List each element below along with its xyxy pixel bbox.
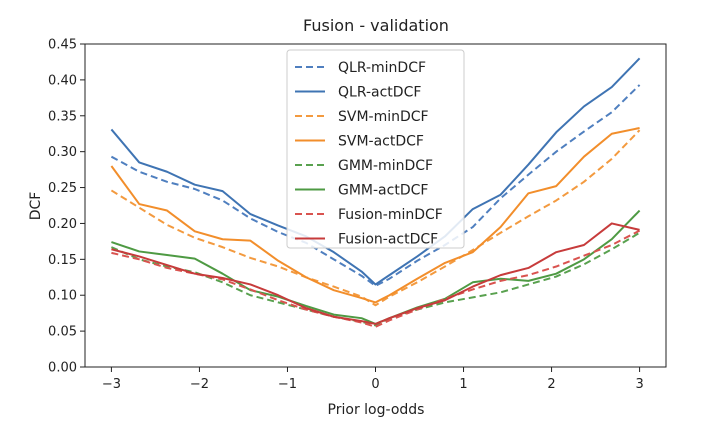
x-tick-label: −3 <box>102 377 121 392</box>
y-axis: 0.00 0.05 0.10 0.15 0.20 0.25 0.30 0.35 0.40 0.45 <box>48 38 85 376</box>
legend-label: Fusion-minDCF <box>338 207 443 223</box>
legend-box <box>286 49 465 249</box>
legend-label: SVM-actDCF <box>338 134 424 150</box>
series-line-fusion-mindcf <box>111 229 641 328</box>
plot-frame <box>84 43 667 368</box>
x-tick-label: 0 <box>371 377 379 392</box>
series-line-qlr-mindcf <box>110 84 641 287</box>
legend-label: GMM-actDCF <box>338 183 428 199</box>
y-tick-label: 0.30 <box>48 145 77 160</box>
y-tick-label: 0.15 <box>48 253 77 268</box>
y-tick-label: 0.25 <box>48 181 77 196</box>
chart-title: Fusion - validation <box>303 16 449 35</box>
y-tick-label: 0.35 <box>48 109 77 124</box>
x-tick-label: −1 <box>278 377 297 392</box>
legend-label: QLR-minDCF <box>338 60 426 76</box>
x-tick-label: 2 <box>547 377 555 392</box>
y-axis-label: DCF <box>28 192 44 221</box>
series-line-svm-mindcf <box>110 129 641 307</box>
series-lines <box>110 57 641 328</box>
y-tick-label: 0.20 <box>48 217 77 232</box>
x-tick-label: 3 <box>635 377 643 392</box>
y-tick-label: 0.10 <box>48 289 77 304</box>
series-line-fusion-actdcf <box>111 222 640 325</box>
legend-label: GMM-minDCF <box>338 158 433 174</box>
y-tick-label: 0.05 <box>48 325 77 340</box>
legend-label: SVM-minDCF <box>338 109 429 125</box>
series-line-svm-actdcf <box>110 127 640 304</box>
y-tick-label: 0.00 <box>48 361 77 376</box>
legend: QLR-minDCF QLR-actDCF SVM-minDCF SVM-actDCF… <box>286 49 465 249</box>
series-line-gmm-mindcf <box>111 231 641 327</box>
x-axis-label: Prior log-odds <box>328 402 425 418</box>
y-tick-label: 0.40 <box>48 73 77 88</box>
legend-label: QLR-actDCF <box>338 85 421 101</box>
x-axis: −3 −2 −1 0 1 2 3 <box>102 367 644 392</box>
x-tick-label: −2 <box>190 377 209 392</box>
y-tick-label: 0.45 <box>48 38 77 53</box>
legend-label: Fusion-actDCF <box>338 232 438 248</box>
series-line-qlr-actdcf <box>110 57 641 286</box>
x-tick-label: 1 <box>459 377 467 392</box>
